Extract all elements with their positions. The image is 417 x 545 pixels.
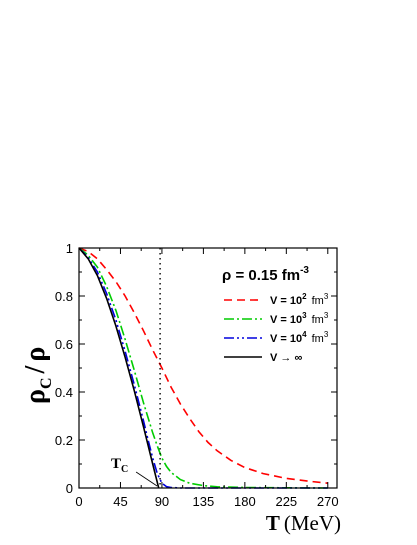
y-tick-label: 0.6 xyxy=(55,337,73,352)
series-line xyxy=(78,247,328,489)
x-axis-label: T (MeV) xyxy=(266,511,341,535)
x-tick-label: 225 xyxy=(275,494,297,509)
y-tick-label: 0.2 xyxy=(55,433,73,448)
y-axis-label-den: ρ xyxy=(20,347,51,362)
y-tick-label: 0 xyxy=(66,481,73,496)
y-axis-label-sub: C xyxy=(38,377,55,389)
x-axis-label-unit: (MeV) xyxy=(284,511,341,535)
legend-label: V = 104 fm3 xyxy=(270,330,329,345)
tc-label: TC xyxy=(111,456,128,475)
legend-label: V = 102 fm3 xyxy=(270,292,329,307)
y-tick-label: 0.4 xyxy=(55,385,73,400)
tc-pointer-line xyxy=(135,471,158,487)
x-tick-label: 270 xyxy=(317,494,339,509)
legend: V = 102 fm3 V = 103 fm3 V = 104 fm3 V → ∞ xyxy=(224,292,329,364)
tc-label-sub: C xyxy=(121,464,128,475)
tc-label-main: T xyxy=(111,456,121,472)
series-line xyxy=(78,247,328,489)
density-annotation: ρ = 0.15 fm-3 xyxy=(222,265,309,284)
series-line xyxy=(78,247,328,484)
x-tick-label: 45 xyxy=(113,494,127,509)
y-axis-label-sep: / xyxy=(20,364,51,374)
legend-label: V → ∞ xyxy=(270,352,302,364)
y-axis-label: ρC/ρ xyxy=(20,347,55,404)
x-tick-label: 135 xyxy=(193,494,215,509)
y-axis-label-num: ρ xyxy=(20,389,51,404)
series-line xyxy=(78,247,160,489)
x-tick-label: 0 xyxy=(75,494,82,509)
legend-label: V = 103 fm3 xyxy=(270,311,329,326)
density-annotation-text: ρ = 0.15 fm xyxy=(222,267,300,284)
x-tick-label: 90 xyxy=(155,494,169,509)
x-axis-label-symbol: T xyxy=(266,511,280,535)
density-annotation-sup: -3 xyxy=(300,265,309,276)
x-tick-label: 180 xyxy=(234,494,256,509)
y-tick-label: 1 xyxy=(66,241,73,256)
y-tick-label: 0.8 xyxy=(55,289,73,304)
